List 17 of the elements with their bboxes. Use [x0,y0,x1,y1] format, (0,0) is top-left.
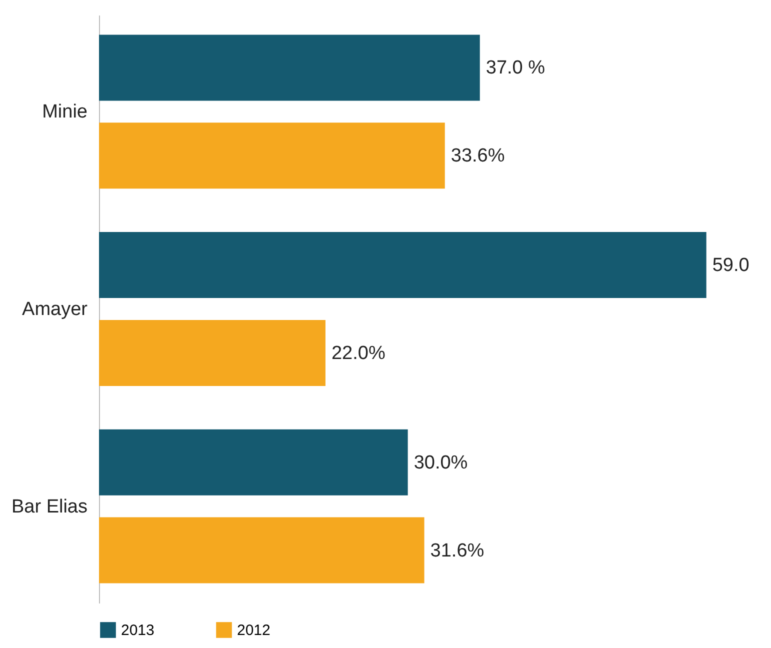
bar [99,122,445,189]
y-tick-label: Minie [42,102,88,123]
data-label: 37.0 % [486,58,546,79]
data-label: 30.0% [414,452,468,474]
bar [99,320,326,386]
bar [99,517,424,584]
data-label: 33.6% [450,146,505,167]
bar [99,34,480,101]
data-label: 22.0% [331,342,386,364]
y-tick-label: Amayer [22,299,88,320]
data-label: 59.0 [712,255,750,276]
legend-label: 2012 [237,622,270,639]
legend-label: 2013 [121,622,154,639]
data-label: 31.6% [430,540,484,562]
y-tick-label: Bar Elias [11,496,88,518]
bar [99,429,408,496]
bar [99,232,706,298]
